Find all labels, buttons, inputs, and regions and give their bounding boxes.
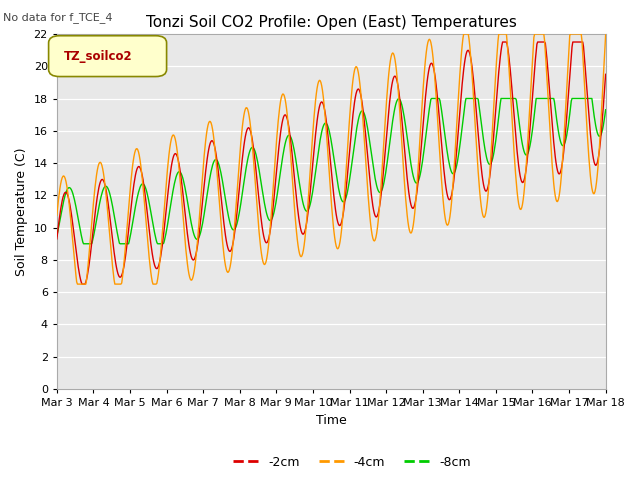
Legend: -2cm, -4cm, -8cm: -2cm, -4cm, -8cm [228, 451, 476, 474]
FancyBboxPatch shape [49, 36, 166, 76]
Y-axis label: Soil Temperature (C): Soil Temperature (C) [15, 147, 28, 276]
Text: No data for f_TCE_4: No data for f_TCE_4 [3, 12, 113, 23]
Title: Tonzi Soil CO2 Profile: Open (East) Temperatures: Tonzi Soil CO2 Profile: Open (East) Temp… [146, 15, 516, 30]
Text: TZ_soilco2: TZ_soilco2 [63, 50, 132, 63]
X-axis label: Time: Time [316, 414, 347, 427]
